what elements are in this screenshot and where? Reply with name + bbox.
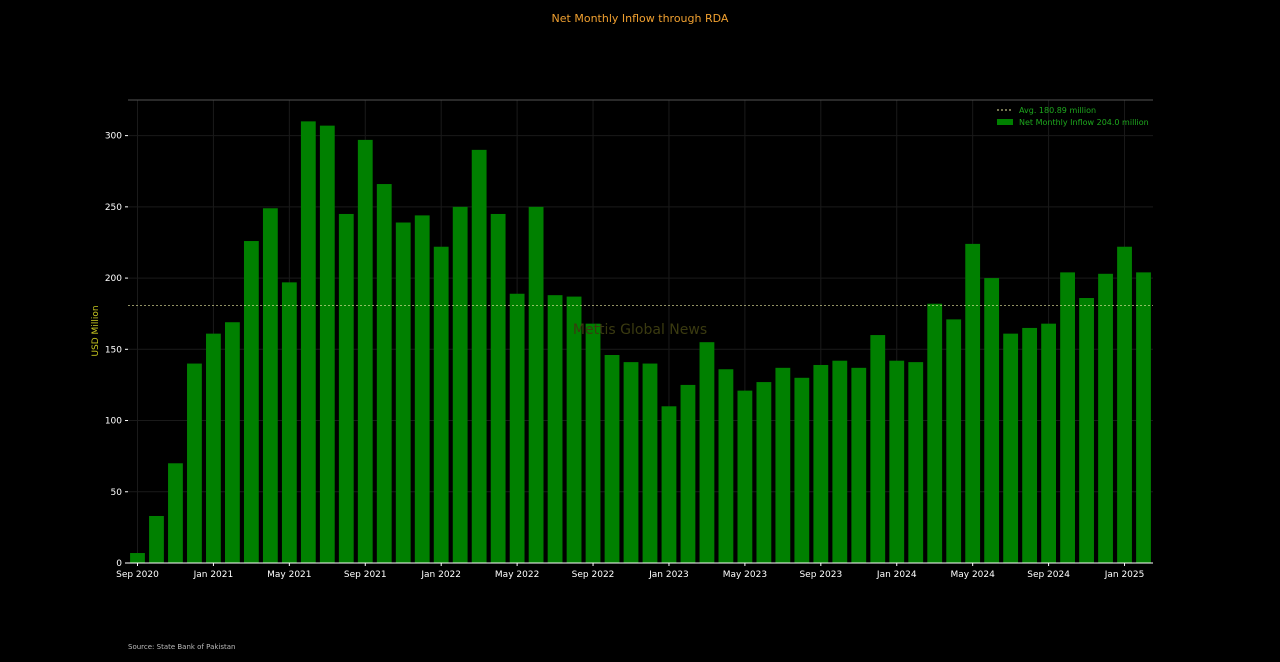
bar-2023-09	[813, 364, 829, 563]
bar-2020-09	[130, 553, 145, 563]
bar-2024-12	[1098, 273, 1113, 563]
bar-2023-03	[699, 342, 715, 563]
y-tick-label: 0	[116, 559, 122, 569]
y-tick-label: 300	[105, 132, 122, 142]
bar-2022-10	[604, 355, 620, 563]
bar-2024-09	[1041, 323, 1057, 563]
bar-2020-10	[149, 515, 164, 563]
bar-2021-12	[414, 215, 430, 563]
x-tick-label: Sep 2024	[1027, 570, 1070, 580]
bars	[130, 121, 1151, 564]
bar-2023-04	[718, 369, 734, 563]
bar-2024-03	[927, 303, 943, 563]
x-tick-label: Jan 2025	[1104, 570, 1145, 580]
bar-2023-02	[680, 384, 696, 563]
x-tick-label: May 2023	[723, 570, 767, 580]
bar-2024-05	[965, 243, 981, 563]
bar-2022-12	[642, 363, 658, 563]
bar-2024-01	[889, 360, 905, 563]
bar-2023-11	[851, 367, 867, 563]
y-axis-label: USD Million	[91, 305, 101, 356]
bar-2022-07	[547, 295, 563, 563]
x-tick-label: Sep 2021	[344, 570, 387, 580]
x-tick-label: May 2022	[495, 570, 539, 580]
bar-2024-08	[1022, 327, 1038, 563]
chart-title: Net Monthly Inflow through RDA	[552, 12, 729, 25]
bar-2024-02	[908, 362, 924, 563]
watermark-text: Mettis Global News	[573, 322, 707, 338]
axes: 0 50 100 150 200 250 300 Sep 2020 Jan 2021 May 20…	[105, 99, 1153, 580]
bar-2022-02	[452, 206, 468, 563]
bar-2022-08	[566, 296, 582, 563]
bar-2023-08	[794, 377, 810, 563]
x-tick-label: Jan 2023	[648, 570, 689, 580]
bar-2022-01	[433, 246, 449, 563]
y-tick-label: 150	[105, 345, 122, 355]
bar-2021-04	[262, 208, 278, 564]
bar-2022-04	[490, 213, 506, 563]
legend-inflow-swatch	[997, 119, 1013, 125]
x-tick-label: Sep 2023	[799, 570, 842, 580]
bar-2021-03	[243, 241, 259, 563]
x-tick-label: May 2021	[267, 570, 311, 580]
x-tick-label: Jan 2024	[876, 570, 917, 580]
x-tick-label: Sep 2022	[572, 570, 615, 580]
y-tick-label: 200	[105, 274, 122, 284]
bar-2025-02	[1136, 272, 1151, 563]
bar-2024-07	[1003, 333, 1019, 563]
legend-inflow-label: Net Monthly Inflow 204.0 million	[1019, 118, 1149, 127]
x-tick-label: May 2024	[950, 570, 995, 580]
bar-2021-06	[300, 121, 316, 563]
bar-2023-12	[870, 335, 886, 563]
bar-2021-02	[224, 322, 240, 563]
bar-2021-05	[281, 282, 297, 563]
bar-2020-12	[187, 363, 202, 563]
bar-2021-08	[338, 213, 354, 563]
legend: Avg. 180.89 million Net Monthly Inflow 2…	[997, 106, 1149, 127]
bar-2021-07	[319, 125, 335, 564]
legend-average-label: Avg. 180.89 million	[1019, 106, 1096, 115]
bar-2024-06	[984, 278, 1000, 563]
bar-2023-01	[661, 406, 677, 563]
x-tick-label: Jan 2022	[420, 570, 461, 580]
y-tick-label: 50	[111, 488, 123, 498]
bar-2022-06	[528, 206, 544, 563]
bar-2022-03	[471, 149, 487, 563]
bar-2021-10	[376, 184, 392, 563]
bar-2021-09	[357, 139, 373, 564]
bar-2022-11	[623, 362, 639, 563]
x-tick-label: Sep 2020	[116, 570, 159, 580]
bar-2023-05	[737, 390, 753, 563]
bar-2021-01	[206, 333, 221, 563]
source-note: Source: State Bank of Pakistan	[128, 643, 235, 651]
y-tick-label: 250	[105, 203, 122, 213]
bar-2024-10	[1060, 272, 1075, 563]
bar-2023-10	[832, 360, 848, 563]
x-tick-label: Jan 2021	[193, 570, 234, 580]
y-tick-label: 100	[105, 417, 122, 427]
bar-2022-05	[509, 293, 525, 563]
bar-2025-01	[1117, 246, 1132, 563]
bar-2024-11	[1079, 298, 1094, 563]
bar-2023-06	[756, 382, 772, 563]
bar-2023-07	[775, 367, 791, 563]
bar-2024-04	[946, 319, 962, 563]
bar-2020-11	[168, 463, 183, 563]
bar-2021-11	[395, 222, 411, 564]
bar-2022-09	[585, 323, 601, 563]
